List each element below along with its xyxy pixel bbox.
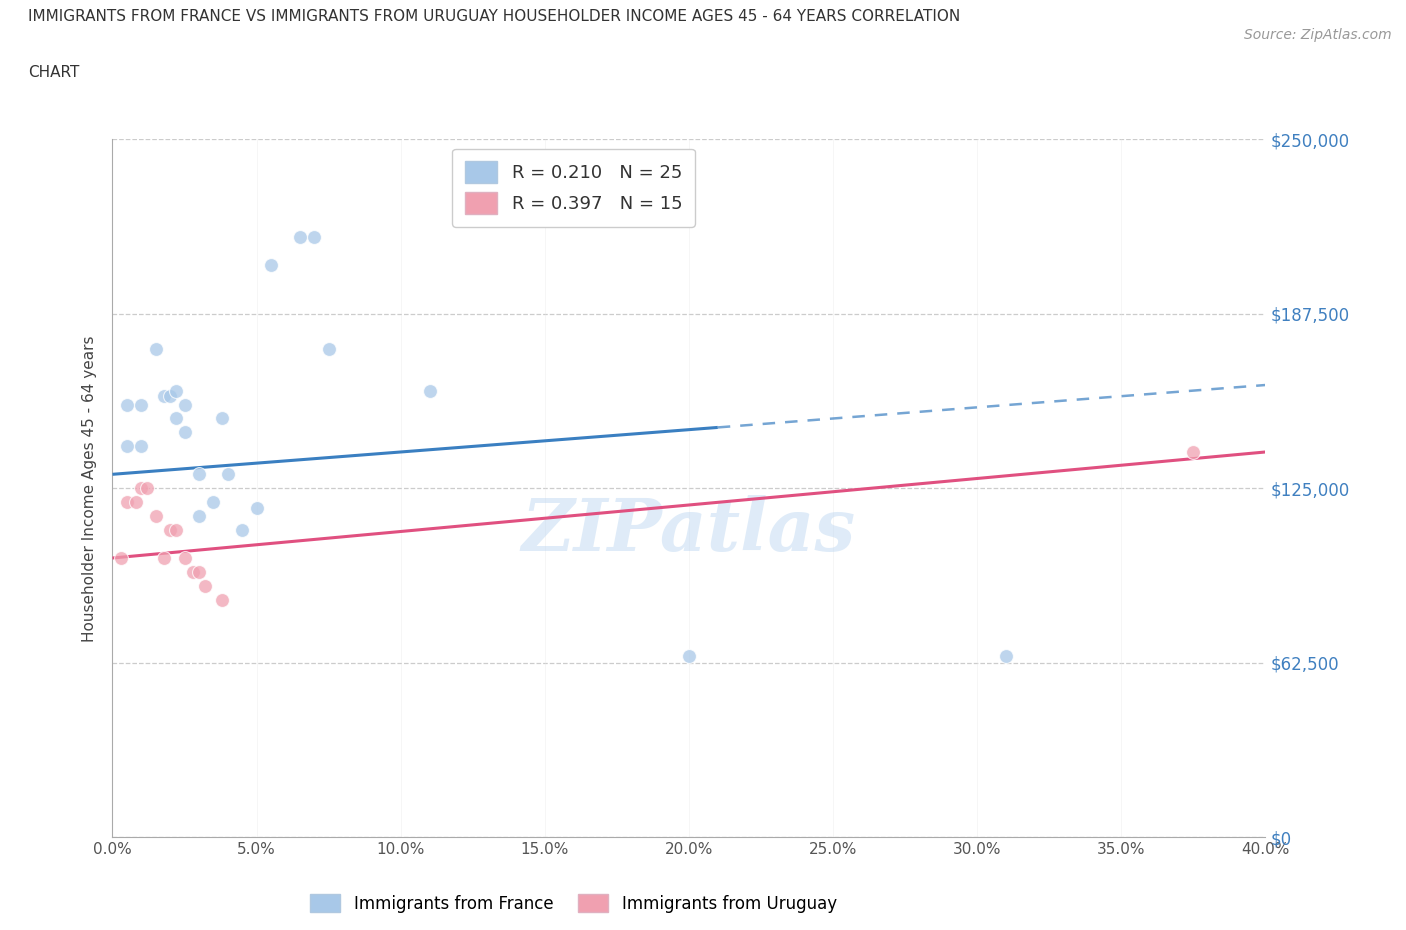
Point: [318, 341, 340, 356]
Point: [1182, 445, 1205, 459]
Point: [304, 230, 326, 245]
Point: [115, 495, 138, 510]
Point: [165, 411, 187, 426]
Point: [245, 500, 267, 515]
Legend: Immigrants from France, Immigrants from Uruguay: Immigrants from France, Immigrants from …: [304, 887, 844, 920]
Point: [153, 389, 176, 404]
Point: [159, 389, 181, 404]
Point: [288, 230, 311, 245]
Point: [173, 425, 195, 440]
Point: [129, 439, 153, 454]
Point: [211, 411, 233, 426]
Point: [188, 467, 211, 482]
Point: [211, 592, 233, 607]
Point: [115, 397, 138, 412]
Point: [202, 495, 225, 510]
Point: [153, 551, 176, 565]
Point: [995, 648, 1018, 663]
Point: [145, 341, 167, 356]
Text: CHART: CHART: [28, 65, 80, 80]
Text: ZIPatlas: ZIPatlas: [522, 495, 856, 565]
Point: [124, 495, 146, 510]
Point: [194, 578, 217, 593]
Point: [231, 523, 253, 538]
Point: [419, 383, 441, 398]
Point: [129, 481, 153, 496]
Point: [129, 397, 153, 412]
Point: [110, 551, 132, 565]
Point: [173, 551, 195, 565]
Point: [217, 467, 239, 482]
Point: [188, 509, 211, 524]
Point: [165, 523, 187, 538]
Point: [260, 258, 283, 272]
Text: IMMIGRANTS FROM FRANCE VS IMMIGRANTS FROM URUGUAY HOUSEHOLDER INCOME AGES 45 - 6: IMMIGRANTS FROM FRANCE VS IMMIGRANTS FRO…: [28, 9, 960, 24]
Point: [165, 383, 187, 398]
Point: [159, 523, 181, 538]
Text: Source: ZipAtlas.com: Source: ZipAtlas.com: [1244, 28, 1392, 42]
Point: [678, 648, 700, 663]
Point: [145, 509, 167, 524]
Point: [136, 481, 159, 496]
Point: [188, 565, 211, 579]
Point: [173, 397, 195, 412]
Y-axis label: Householder Income Ages 45 - 64 years: Householder Income Ages 45 - 64 years: [82, 335, 97, 642]
Point: [115, 439, 138, 454]
Point: [181, 565, 204, 579]
